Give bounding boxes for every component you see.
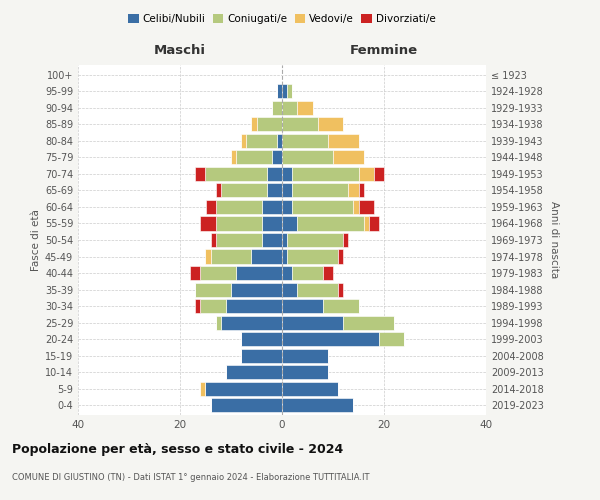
- Bar: [359, 167, 374, 181]
- Bar: [196, 299, 200, 313]
- Bar: [343, 233, 349, 247]
- Bar: [282, 348, 328, 362]
- Bar: [251, 250, 282, 264]
- Bar: [369, 216, 379, 230]
- Bar: [206, 167, 267, 181]
- Bar: [241, 332, 282, 346]
- Bar: [272, 101, 282, 115]
- Bar: [282, 184, 292, 198]
- Bar: [323, 266, 333, 280]
- Bar: [282, 398, 353, 412]
- Bar: [282, 382, 338, 396]
- Bar: [200, 266, 236, 280]
- Bar: [292, 266, 323, 280]
- Bar: [338, 282, 343, 296]
- Bar: [333, 150, 364, 164]
- Bar: [282, 282, 298, 296]
- Bar: [190, 266, 200, 280]
- Bar: [298, 101, 313, 115]
- Bar: [241, 134, 247, 148]
- Bar: [216, 200, 262, 214]
- Legend: Celibi/Nubili, Coniugati/e, Vedovi/e, Divorziati/e: Celibi/Nubili, Coniugati/e, Vedovi/e, Di…: [124, 10, 440, 29]
- Bar: [200, 216, 216, 230]
- Bar: [236, 266, 282, 280]
- Bar: [282, 332, 379, 346]
- Bar: [196, 167, 206, 181]
- Bar: [277, 134, 282, 148]
- Bar: [241, 348, 282, 362]
- Bar: [282, 101, 298, 115]
- Bar: [318, 118, 343, 132]
- Bar: [292, 184, 349, 198]
- Bar: [287, 233, 343, 247]
- Bar: [287, 250, 338, 264]
- Bar: [328, 134, 359, 148]
- Bar: [267, 184, 282, 198]
- Bar: [211, 250, 251, 264]
- Bar: [231, 150, 236, 164]
- Bar: [206, 250, 211, 264]
- Bar: [262, 200, 282, 214]
- Bar: [359, 200, 374, 214]
- Bar: [196, 282, 231, 296]
- Bar: [272, 150, 282, 164]
- Bar: [282, 299, 323, 313]
- Bar: [359, 184, 364, 198]
- Bar: [200, 299, 226, 313]
- Bar: [349, 184, 359, 198]
- Y-axis label: Anni di nascita: Anni di nascita: [549, 202, 559, 278]
- Bar: [353, 200, 359, 214]
- Bar: [282, 200, 292, 214]
- Bar: [338, 250, 343, 264]
- Bar: [206, 200, 216, 214]
- Bar: [282, 365, 328, 379]
- Bar: [379, 332, 404, 346]
- Bar: [221, 316, 282, 330]
- Bar: [221, 184, 267, 198]
- Bar: [282, 216, 298, 230]
- Bar: [236, 150, 272, 164]
- Text: Popolazione per età, sesso e stato civile - 2024: Popolazione per età, sesso e stato civil…: [12, 442, 343, 456]
- Bar: [200, 382, 206, 396]
- Bar: [257, 118, 282, 132]
- Bar: [231, 282, 282, 296]
- Bar: [343, 316, 394, 330]
- Bar: [298, 216, 364, 230]
- Bar: [298, 282, 338, 296]
- Bar: [267, 167, 282, 181]
- Bar: [374, 167, 384, 181]
- Bar: [226, 365, 282, 379]
- Bar: [247, 134, 277, 148]
- Bar: [216, 216, 262, 230]
- Bar: [277, 84, 282, 98]
- Y-axis label: Fasce di età: Fasce di età: [31, 209, 41, 271]
- Bar: [262, 216, 282, 230]
- Text: Femmine: Femmine: [350, 44, 418, 57]
- Bar: [282, 167, 292, 181]
- Bar: [287, 84, 292, 98]
- Bar: [206, 382, 282, 396]
- Bar: [262, 233, 282, 247]
- Bar: [282, 250, 287, 264]
- Bar: [282, 134, 328, 148]
- Bar: [211, 233, 216, 247]
- Text: Maschi: Maschi: [154, 44, 206, 57]
- Bar: [226, 299, 282, 313]
- Bar: [211, 398, 282, 412]
- Bar: [216, 233, 262, 247]
- Text: COMUNE DI GIUSTINO (TN) - Dati ISTAT 1° gennaio 2024 - Elaborazione TUTTITALIA.I: COMUNE DI GIUSTINO (TN) - Dati ISTAT 1° …: [12, 472, 370, 482]
- Bar: [364, 216, 369, 230]
- Bar: [216, 316, 221, 330]
- Bar: [282, 316, 343, 330]
- Bar: [292, 167, 359, 181]
- Bar: [282, 84, 287, 98]
- Bar: [251, 118, 257, 132]
- Bar: [282, 118, 318, 132]
- Bar: [282, 266, 292, 280]
- Bar: [323, 299, 359, 313]
- Bar: [292, 200, 353, 214]
- Bar: [282, 150, 333, 164]
- Bar: [282, 233, 287, 247]
- Bar: [216, 184, 221, 198]
